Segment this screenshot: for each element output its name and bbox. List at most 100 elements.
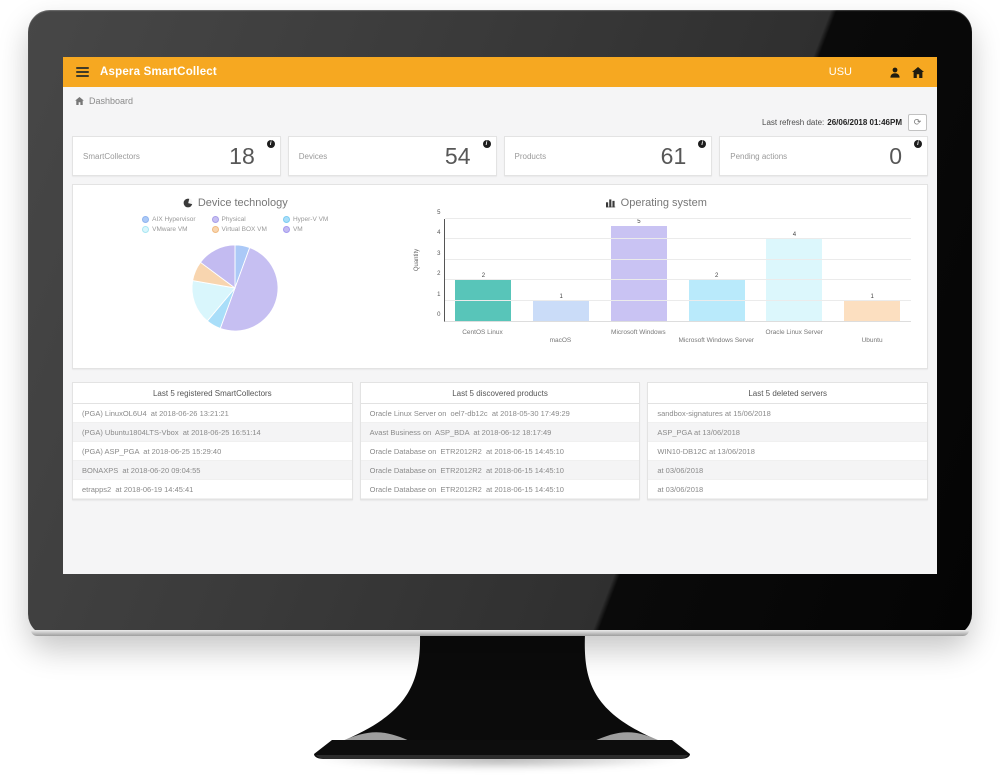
bar-value-label: 2 — [481, 273, 486, 280]
app-title: Aspera SmartCollect — [100, 66, 217, 78]
y-axis-label: Quantity — [413, 248, 420, 272]
legend-item[interactable]: AIX Hypervisor — [142, 216, 196, 223]
x-axis-label: Oracle Linux Server — [765, 329, 823, 336]
bar — [766, 239, 823, 321]
legend-item[interactable]: VM — [282, 226, 328, 233]
user-label[interactable]: USU — [828, 66, 852, 78]
panel-title: Last 5 registered SmartCollectors — [73, 383, 352, 404]
legend-color-dot — [282, 216, 290, 223]
bar-slot: 2 — [678, 219, 756, 321]
breadcrumb-label[interactable]: Dashboard — [89, 96, 134, 106]
stat-value: 18 — [229, 142, 255, 169]
info-icon[interactable]: i — [482, 140, 491, 148]
stat-card-smartcollectors: SmartCollectors 18 i — [72, 136, 281, 176]
stat-value: 61 — [660, 142, 687, 169]
x-axis-label: Microsoft Windows — [611, 329, 666, 336]
stand-reflection-right — [592, 732, 662, 742]
stand-base — [314, 740, 690, 759]
info-icon[interactable]: i — [266, 140, 275, 148]
device-technology-pie — [191, 244, 279, 332]
legend-label: Virtual BOX VM — [221, 226, 267, 233]
charts-card: Device technology AIX Hypervisor Physica… — [72, 184, 928, 369]
list-item: ASP_PGA at 13/06/2018 — [648, 423, 928, 442]
legend-item[interactable]: VMware VM — [142, 226, 195, 233]
bar-value-label: 5 — [637, 219, 641, 225]
pie-slice — [200, 244, 236, 289]
x-axis-labels: CentOS Linux macOS Microsoft Windows Micros… — [444, 325, 911, 351]
legend-color-dot — [142, 216, 150, 223]
stat-label: Devices — [298, 151, 328, 161]
info-icon[interactable]: i — [914, 140, 922, 148]
legend-item[interactable]: Virtual BOX VM — [211, 226, 267, 233]
pie-wrap — [183, 236, 287, 345]
panel-registered-smartcollectors: Last 5 registered SmartCollectors (PGA) … — [72, 382, 353, 500]
pie-slice — [191, 280, 237, 322]
bar-chart: Quantity 2 1 5 2 4 1 0 1 2 3 4 5 CentOS Linux macOS… — [414, 210, 911, 351]
list-item: Oracle Linux Server on oel7-db12c at 201… — [360, 404, 640, 423]
list-item: etrapps2 at 2018-06-19 14:45:41 — [73, 480, 352, 499]
stat-label: SmartCollectors — [83, 151, 140, 161]
header-right: USU — [829, 66, 924, 78]
x-axis-label: CentOS Linux — [462, 329, 503, 336]
legend-color-dot — [282, 226, 290, 233]
list-item: (PGA) ASP_PGA at 2018-06-25 15:29:40 — [73, 442, 352, 461]
refresh-button[interactable]: ⟳ — [908, 114, 927, 131]
panel-rows: sandbox-signatures at 15/06/2018 ASP_PGA… — [648, 404, 928, 499]
bar-value-label: 2 — [714, 273, 719, 280]
gridline — [444, 238, 911, 240]
legend-color-dot — [211, 226, 219, 233]
pie-slice — [219, 246, 279, 332]
stand-reflection-left — [340, 732, 412, 742]
menu-icon[interactable] — [76, 65, 89, 79]
list-item: sandbox-signatures at 15/06/2018 — [648, 404, 928, 423]
list-item: at 03/06/2018 — [648, 480, 928, 499]
pie-chart-title: Device technology — [183, 197, 288, 209]
monitor-bottom-edge — [31, 630, 969, 636]
refresh-date: 26/06/2018 01:46PM — [827, 118, 902, 127]
stand-neck — [340, 634, 662, 742]
refresh-bar: Last refresh date: 26/06/2018 01:46PM ⟳ — [63, 108, 937, 136]
monitor-stand — [314, 634, 690, 759]
legend-label: AIX Hypervisor — [152, 216, 196, 223]
bar-value-label: 1 — [870, 293, 874, 300]
bar-slot: 5 — [600, 219, 678, 321]
user-icon[interactable] — [890, 67, 900, 78]
panel-discovered-products: Last 5 discovered products Oracle Linux … — [359, 382, 641, 500]
gridline — [444, 258, 911, 260]
legend-item[interactable]: Physical — [211, 216, 267, 223]
bar — [533, 300, 590, 321]
stat-label: Pending actions — [730, 151, 788, 161]
y-axis-tick: 3 — [437, 250, 441, 257]
bar-section: Operating system Quantity 2 1 5 2 4 1 0 1 2 3 4 5 … — [398, 185, 927, 368]
bar-slot: 1 — [833, 219, 911, 321]
pie-section: Device technology AIX Hypervisor Physica… — [73, 185, 398, 368]
home-icon[interactable] — [912, 66, 924, 78]
gridline — [444, 279, 911, 281]
y-axis-tick: 2 — [437, 271, 441, 278]
monitor-screen: Aspera SmartCollect USU Dashboard Last r… — [63, 57, 937, 574]
stat-card-products: Products 61 i — [503, 136, 713, 176]
legend-item[interactable]: Hyper-V VM — [282, 216, 328, 223]
pie-legend: AIX Hypervisor Physical Hyper-V VM VMwar… — [142, 216, 328, 233]
panel-title: Last 5 discovered products — [360, 383, 640, 404]
bar-value-label: 1 — [559, 293, 563, 300]
info-icon[interactable]: i — [698, 140, 707, 148]
list-item: Oracle Database on ETR2012R2 at 2018-06-… — [360, 480, 640, 499]
y-axis-tick: 4 — [437, 230, 441, 237]
breadcrumb-home-icon[interactable] — [75, 97, 84, 105]
x-axis-label: Microsoft Windows Server — [678, 337, 754, 344]
bar — [610, 226, 667, 321]
list-item: WIN10-DB12C at 13/06/2018 — [648, 442, 928, 461]
panel-rows: Oracle Linux Server on oel7-db12c at 201… — [360, 404, 640, 499]
y-axis-tick: 1 — [437, 291, 441, 298]
stat-card-devices: Devices 54 i — [287, 136, 497, 176]
bar-series: 2 1 5 2 4 1 — [445, 219, 911, 321]
stand-base-edge — [316, 755, 688, 759]
list-item: BONAXPS at 2018-06-20 09:04:55 — [73, 461, 352, 480]
y-axis-tick: 0 — [437, 312, 441, 318]
legend-label: Physical — [221, 216, 246, 223]
bar — [844, 300, 901, 321]
bar-chart-title: Operating system — [398, 197, 915, 209]
panel-deleted-servers: Last 5 deleted servers sandbox-signature… — [647, 382, 929, 500]
